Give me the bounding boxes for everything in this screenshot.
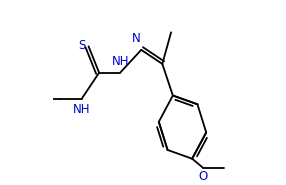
Text: NH: NH [73,103,90,116]
Text: NH: NH [112,55,130,68]
Text: O: O [198,170,207,183]
Text: S: S [79,39,86,52]
Text: N: N [132,33,140,46]
